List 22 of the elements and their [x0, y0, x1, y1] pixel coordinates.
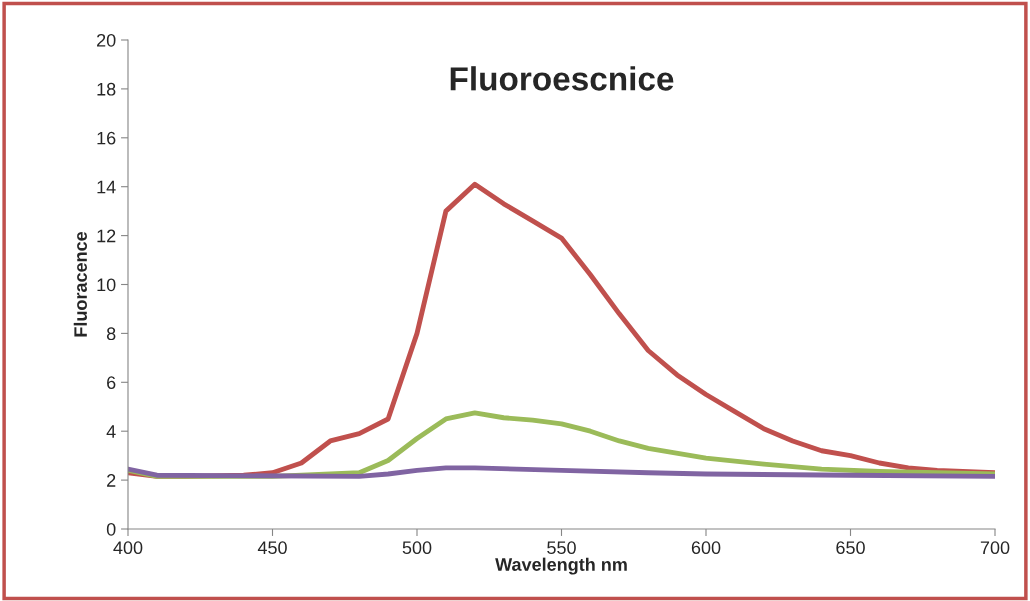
line-series	[128, 465, 995, 479]
y-tick-label: 12	[97, 229, 116, 243]
text: Fluoroescnice	[450, 66, 674, 91]
x-tick-label: 450	[257, 541, 287, 555]
y-tick-label: 0	[106, 522, 116, 536]
x-tick-label: 600	[691, 541, 721, 555]
y-tick-label: 6	[107, 376, 116, 390]
y-tick-label: 4	[106, 425, 116, 438]
y-tick-label: 18	[97, 82, 116, 96]
y-tick-label: 8	[106, 327, 116, 341]
y-tick-label: 10	[97, 278, 116, 292]
y-tick-label: 16	[97, 131, 116, 145]
x-tick-label: 550	[547, 541, 576, 555]
x-tick-label: 700	[980, 541, 1010, 555]
x-tick-label: 650	[836, 541, 865, 555]
y-tick-label: 20	[97, 33, 116, 47]
y-tick-label: 2	[107, 474, 116, 487]
y-axis-title: Fluoracence	[73, 231, 87, 337]
x-tick-label: 500	[402, 541, 432, 555]
y-tick-label: 14	[97, 180, 116, 194]
x-axis-title: Wavelength nm	[495, 557, 627, 575]
x-tick-label: 400	[113, 541, 143, 555]
